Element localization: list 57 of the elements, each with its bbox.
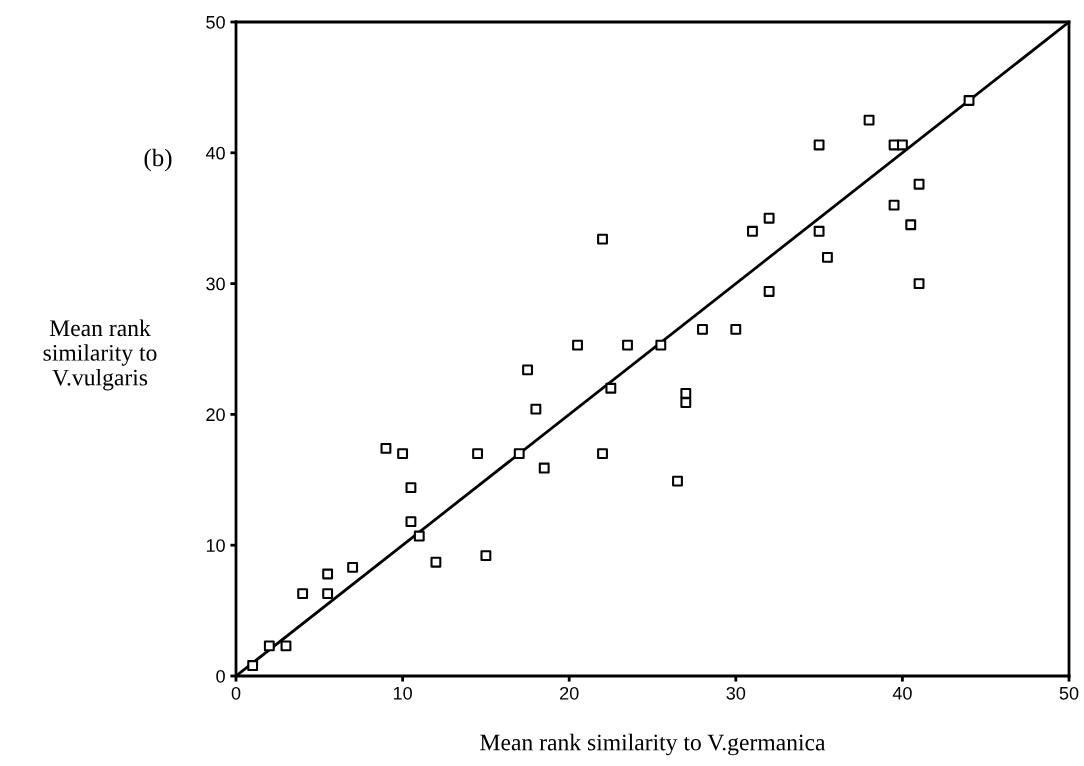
text: (b) (144, 148, 172, 172)
point (405, 516, 417, 528)
point (405, 482, 417, 494)
x-tick-label: 10 (393, 686, 412, 700)
x-tick-label: 50 (1059, 686, 1079, 700)
point (397, 448, 409, 460)
point (538, 462, 550, 474)
point (730, 323, 742, 335)
point (863, 114, 875, 126)
x-tick-label: 0 (231, 686, 241, 700)
y-tick-label: 20 (206, 408, 225, 422)
point (413, 530, 425, 542)
y-axis-title: Mean rank similarity to V.vulgaris (43, 319, 157, 391)
point (263, 640, 275, 652)
point (572, 339, 583, 351)
point (597, 233, 608, 245)
point (597, 448, 608, 460)
point (472, 448, 483, 460)
x-tick-label: 30 (726, 686, 746, 700)
y-tick-label: 10 (206, 539, 225, 552)
point (430, 556, 442, 568)
y-tick-label: 40 (205, 146, 225, 160)
point (905, 219, 917, 231)
x-tick-label: 20 (560, 686, 579, 700)
point (605, 382, 617, 394)
point (963, 95, 975, 106)
point (697, 323, 708, 335)
point (322, 588, 334, 600)
y-tick-label: 0 (216, 669, 225, 683)
point (896, 139, 908, 151)
x-axis-title: Mean rank similarity to V.germanica (480, 733, 826, 756)
point (888, 199, 900, 211)
point (530, 403, 542, 415)
point (763, 212, 775, 224)
point (247, 660, 259, 671)
point (763, 286, 775, 297)
point (913, 178, 925, 190)
point (347, 562, 359, 573)
x-tick-label: 40 (892, 686, 912, 700)
point (380, 442, 392, 454)
point (655, 339, 667, 351)
point (513, 448, 525, 460)
point (813, 139, 825, 151)
point (622, 339, 633, 351)
point (480, 550, 492, 562)
point (813, 225, 825, 237)
point (297, 588, 309, 600)
y-tick-label: 50 (206, 15, 225, 29)
y-tick-label: 30 (206, 277, 225, 291)
point (280, 640, 292, 652)
point (672, 475, 683, 487)
point (522, 364, 533, 376)
point (322, 568, 334, 580)
point (913, 278, 925, 290)
point (822, 252, 833, 263)
point (680, 397, 692, 409)
point (747, 225, 758, 237)
